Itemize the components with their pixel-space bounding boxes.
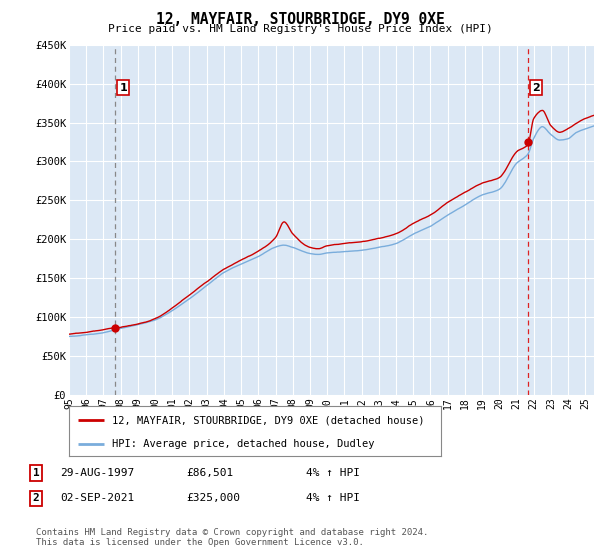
Text: 1: 1 bbox=[119, 82, 127, 92]
Text: HPI: Average price, detached house, Dudley: HPI: Average price, detached house, Dudl… bbox=[112, 439, 374, 449]
Text: 02-SEP-2021: 02-SEP-2021 bbox=[60, 493, 134, 503]
Text: 2: 2 bbox=[32, 493, 40, 503]
Text: Price paid vs. HM Land Registry's House Price Index (HPI): Price paid vs. HM Land Registry's House … bbox=[107, 24, 493, 34]
Text: 4% ↑ HPI: 4% ↑ HPI bbox=[306, 468, 360, 478]
Text: 1: 1 bbox=[32, 468, 40, 478]
Text: 29-AUG-1997: 29-AUG-1997 bbox=[60, 468, 134, 478]
Text: Contains HM Land Registry data © Crown copyright and database right 2024.
This d: Contains HM Land Registry data © Crown c… bbox=[36, 528, 428, 547]
Text: 2: 2 bbox=[532, 82, 540, 92]
Text: £325,000: £325,000 bbox=[186, 493, 240, 503]
Text: 12, MAYFAIR, STOURBRIDGE, DY9 0XE: 12, MAYFAIR, STOURBRIDGE, DY9 0XE bbox=[155, 12, 445, 27]
Text: £86,501: £86,501 bbox=[186, 468, 233, 478]
Text: 12, MAYFAIR, STOURBRIDGE, DY9 0XE (detached house): 12, MAYFAIR, STOURBRIDGE, DY9 0XE (detac… bbox=[112, 415, 424, 425]
Text: 4% ↑ HPI: 4% ↑ HPI bbox=[306, 493, 360, 503]
